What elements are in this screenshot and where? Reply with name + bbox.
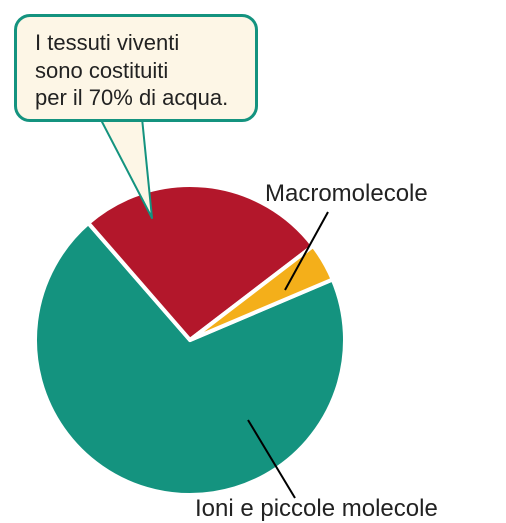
callout-line1: I tessuti viventi [35,30,179,55]
label-ioni: Ioni e piccole molecole [195,495,438,523]
callout-line3: per il 70% di acqua. [35,85,228,110]
water-callout: I tessuti viventi sono costituiti per il… [14,14,258,122]
callout-line2: sono costituiti [35,58,168,83]
label-macromolecole: Macromolecole [265,180,428,208]
